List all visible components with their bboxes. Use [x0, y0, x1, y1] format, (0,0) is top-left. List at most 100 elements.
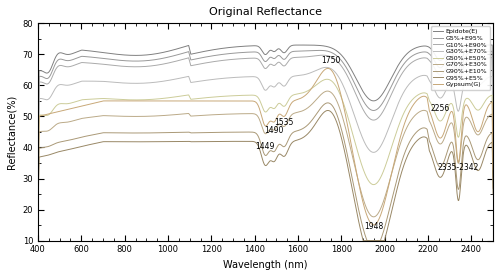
- Line: G95%+E5%: G95%+E5%: [38, 111, 493, 241]
- Gypsum(G): [296, 97, 302, 101]
- G10%+E90%: [35, 175, 41, 179]
- G30%+E70%: [452, 94, 458, 98]
- G5%+E95%: [115, 58, 121, 62]
- Epidote(E): [115, 53, 121, 56]
- G30%+E70%: [115, 81, 121, 84]
- G90%+E10%: [452, 159, 458, 162]
- Line: G5%+E95%: G5%+E95%: [38, 50, 493, 174]
- G95%+E5%: [115, 140, 121, 143]
- G50%+E50%: [445, 105, 451, 109]
- Text: 2335-2342: 2335-2342: [438, 163, 479, 172]
- G30%+E70%: [296, 74, 302, 77]
- Line: Gypsum(G): Gypsum(G): [38, 68, 493, 225]
- G50%+E50%: [324, 78, 330, 81]
- G50%+E50%: [35, 192, 41, 195]
- G95%+E5%: [325, 109, 331, 112]
- Text: 1750: 1750: [321, 56, 340, 65]
- G90%+E10%: [35, 208, 41, 212]
- Line: Epidote(E): Epidote(E): [38, 45, 493, 171]
- Text: 1948: 1948: [364, 222, 383, 231]
- Gypsum(G): [370, 223, 376, 227]
- G30%+E70%: [490, 153, 496, 156]
- G30%+E70%: [323, 66, 329, 69]
- G70%+E30%: [452, 138, 458, 141]
- G95%+E5%: [490, 192, 496, 196]
- G10%+E90%: [320, 53, 326, 57]
- G70%+E30%: [296, 110, 302, 114]
- G5%+E95%: [445, 57, 451, 60]
- Epidote(E): [115, 53, 121, 56]
- Legend: Epidote(E), G5%+E95%, G10%+E90%, G30%+E70%, G50%+E50%, G70%+E30%, G90%+E10%, G95: Epidote(E), G5%+E95%, G10%+E90%, G30%+E7…: [430, 26, 490, 90]
- G5%+E95%: [490, 138, 496, 141]
- G5%+E95%: [316, 49, 322, 52]
- G5%+E95%: [452, 67, 458, 70]
- G5%+E95%: [35, 173, 41, 176]
- G95%+E5%: [446, 156, 452, 160]
- G70%+E30%: [446, 126, 452, 129]
- G10%+E90%: [445, 63, 451, 67]
- X-axis label: Wavelength (nm): Wavelength (nm): [224, 260, 308, 270]
- Line: G10%+E90%: G10%+E90%: [38, 55, 493, 177]
- Y-axis label: Reflectance(%): Reflectance(%): [7, 95, 17, 169]
- Text: 1449: 1449: [256, 142, 275, 151]
- G90%+E10%: [364, 239, 370, 242]
- Epidote(E): [490, 134, 496, 137]
- G90%+E10%: [325, 101, 331, 104]
- Epidote(E): [452, 59, 458, 63]
- Line: G30%+E70%: G30%+E70%: [38, 67, 493, 185]
- G30%+E70%: [35, 184, 41, 187]
- G5%+E95%: [115, 58, 121, 62]
- Text: 2256: 2256: [430, 104, 450, 113]
- G10%+E90%: [400, 70, 406, 73]
- Line: G70%+E30%: G70%+E30%: [38, 91, 493, 217]
- G50%+E50%: [115, 98, 121, 101]
- G70%+E30%: [370, 215, 376, 219]
- Gypsum(G): [490, 168, 496, 171]
- G90%+E10%: [296, 129, 302, 132]
- G30%+E70%: [115, 81, 121, 84]
- G70%+E30%: [115, 114, 121, 118]
- G70%+E30%: [35, 200, 41, 203]
- G10%+E90%: [115, 64, 121, 68]
- Epidote(E): [296, 43, 302, 47]
- Gypsum(G): [325, 67, 331, 70]
- Epidote(E): [445, 50, 451, 53]
- G30%+E70%: [445, 84, 451, 88]
- Title: Original Reflectance: Original Reflectance: [209, 7, 322, 17]
- G50%+E50%: [296, 92, 302, 95]
- G10%+E90%: [490, 142, 496, 145]
- G10%+E90%: [115, 64, 121, 68]
- G95%+E5%: [400, 165, 406, 168]
- G95%+E5%: [360, 239, 366, 242]
- G95%+E5%: [35, 213, 41, 216]
- Text: 1490: 1490: [264, 126, 284, 135]
- G90%+E10%: [446, 147, 452, 150]
- G10%+E90%: [296, 56, 302, 59]
- Gypsum(G): [452, 129, 458, 133]
- G70%+E30%: [115, 114, 121, 118]
- Line: G90%+E10%: G90%+E10%: [38, 103, 493, 241]
- G70%+E30%: [490, 175, 496, 179]
- G30%+E70%: [400, 91, 406, 95]
- G50%+E50%: [400, 113, 406, 116]
- G90%+E10%: [115, 131, 121, 135]
- G5%+E95%: [296, 50, 302, 53]
- G95%+E5%: [115, 140, 121, 143]
- G70%+E30%: [324, 89, 330, 93]
- G90%+E10%: [400, 155, 406, 158]
- G50%+E50%: [490, 164, 496, 167]
- Gypsum(G): [446, 116, 452, 120]
- Epidote(E): [400, 57, 406, 60]
- Epidote(E): [489, 43, 495, 47]
- G90%+E10%: [115, 131, 121, 135]
- G50%+E50%: [452, 115, 458, 119]
- G10%+E90%: [452, 74, 458, 77]
- G95%+E5%: [296, 138, 302, 141]
- Gypsum(G): [400, 125, 406, 128]
- G95%+E5%: [452, 169, 458, 172]
- Gypsum(G): [115, 99, 121, 102]
- Epidote(E): [35, 170, 41, 173]
- Line: G50%+E50%: G50%+E50%: [38, 79, 493, 194]
- G5%+E95%: [400, 63, 406, 66]
- Gypsum(G): [115, 99, 121, 102]
